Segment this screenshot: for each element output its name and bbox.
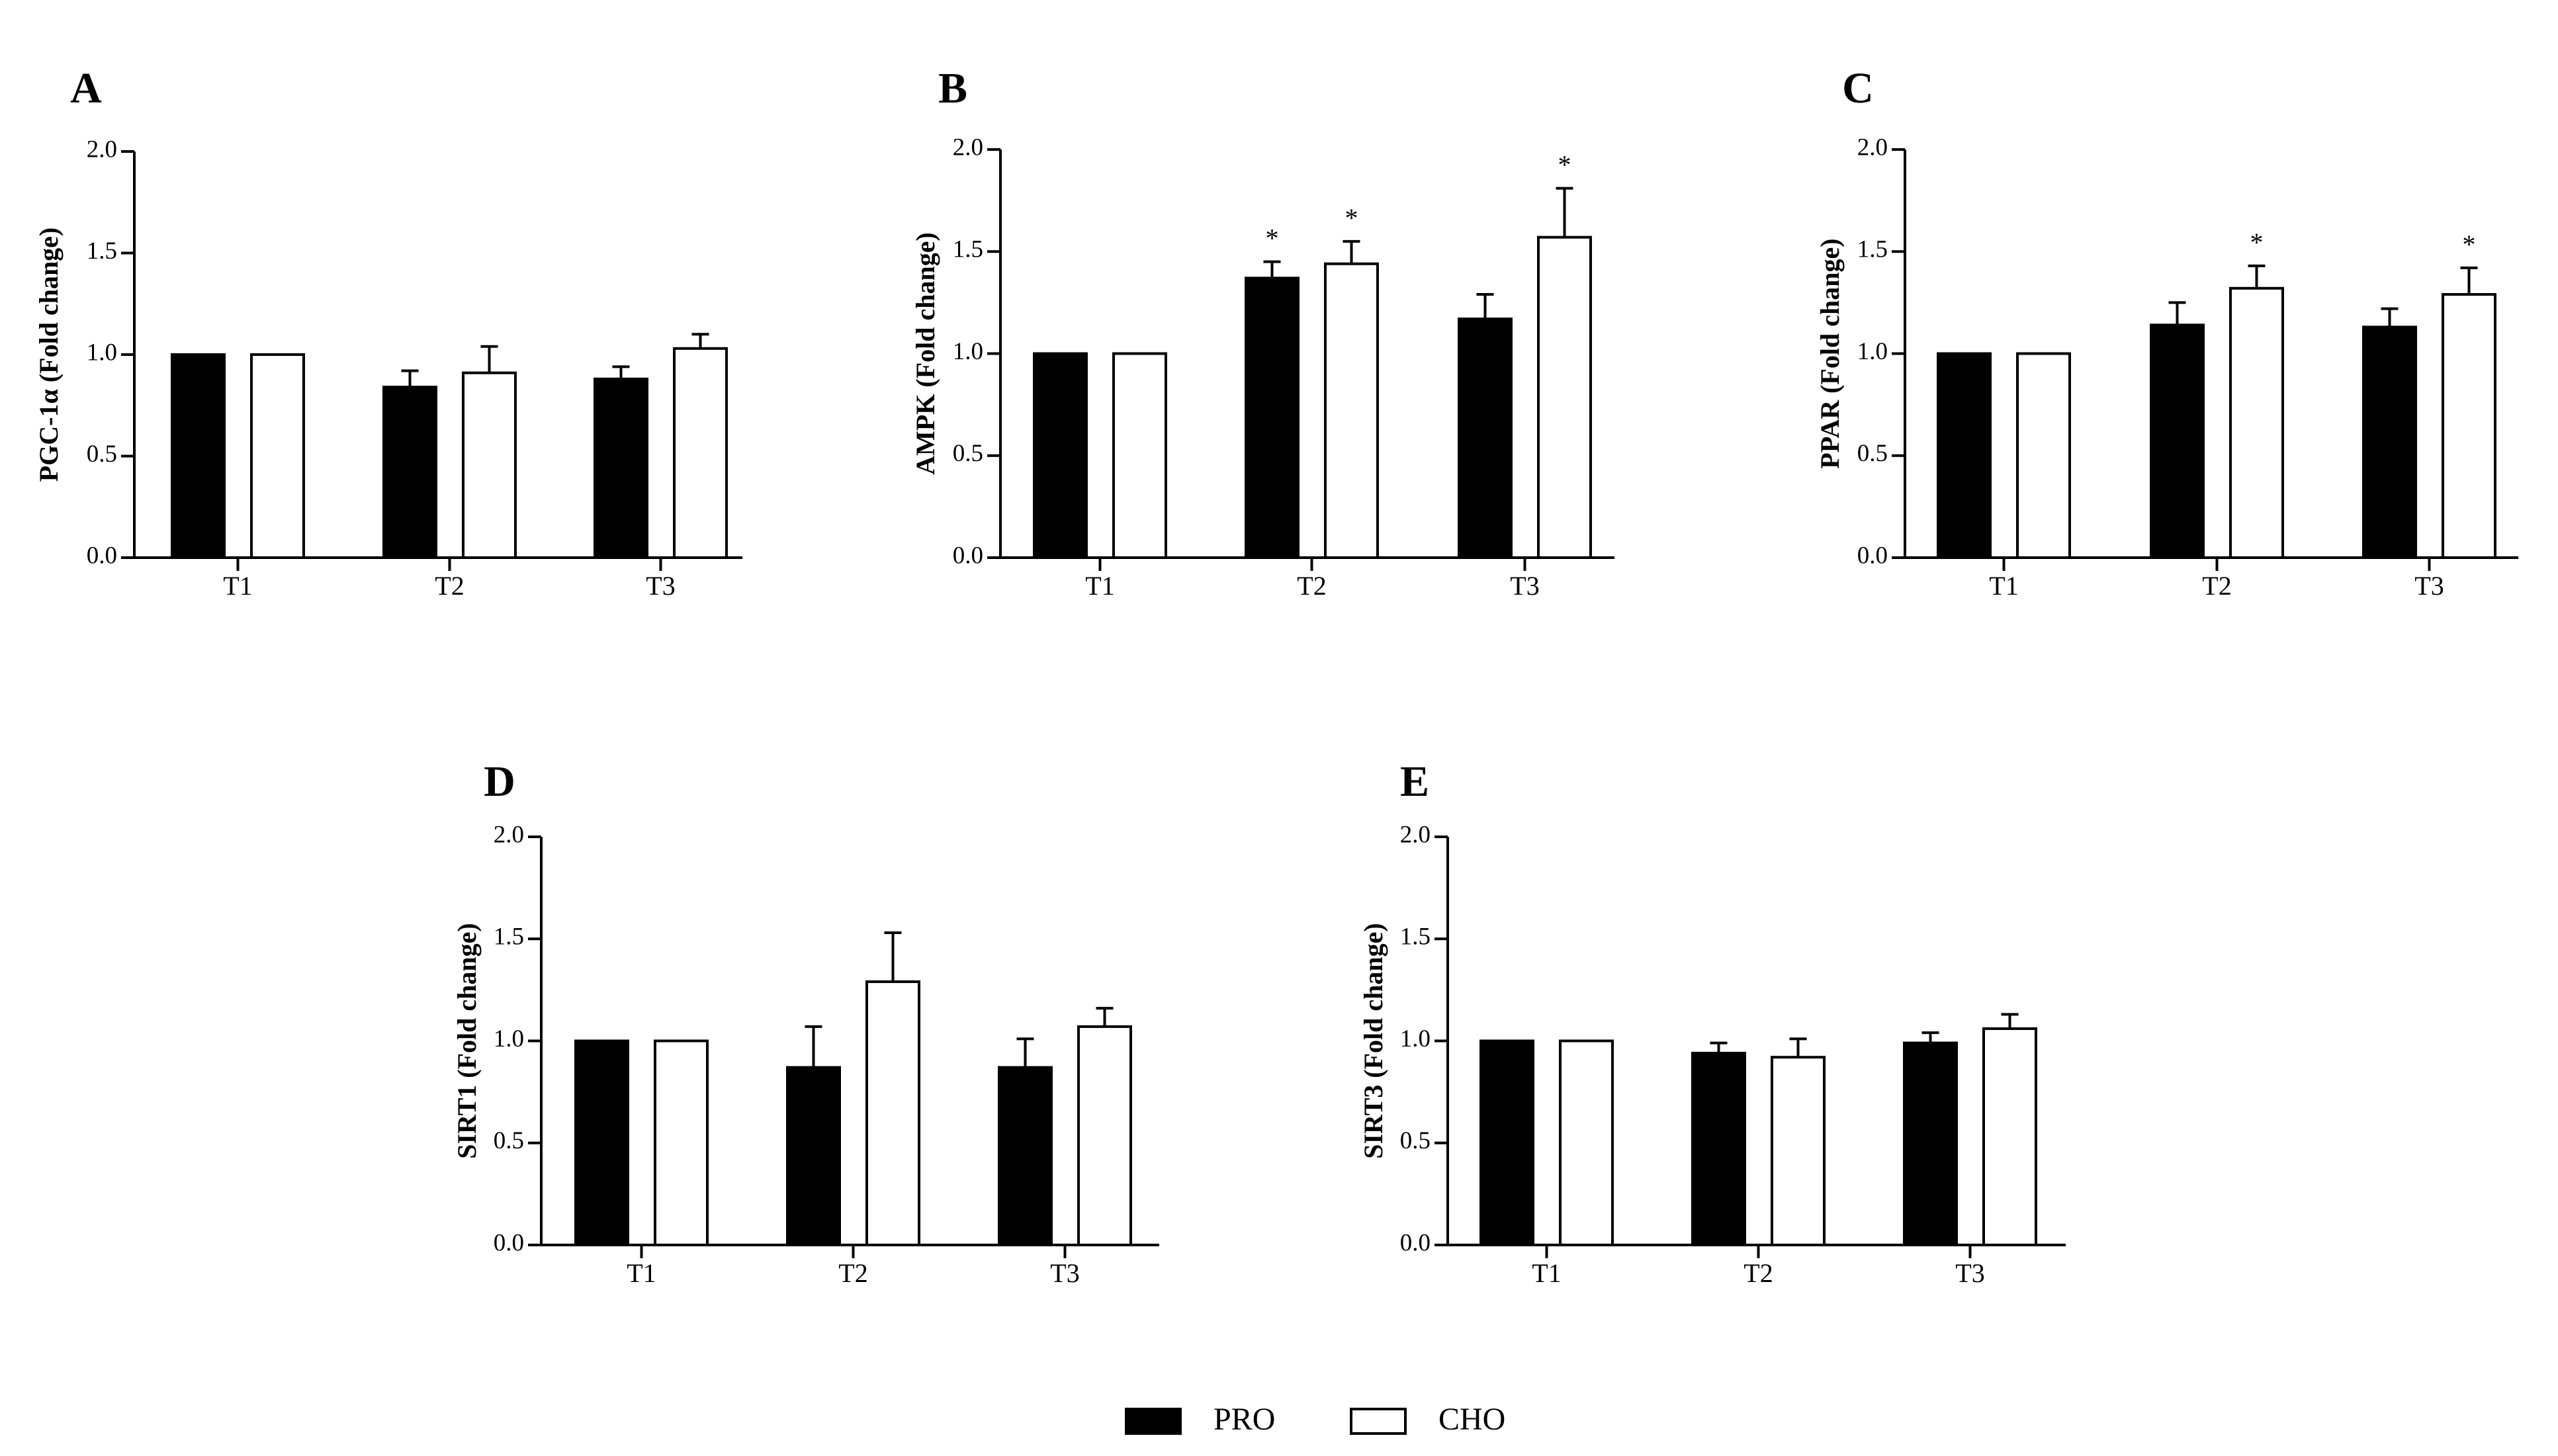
chart-panel-e: E SIRT3 (Fold change) 0.0 0.5 1.0 1.5 2.0 T1 T2 T… [1358,757,2066,1288]
bar-pro-t3 [1903,1041,1958,1246]
legend-label-cho: CHO [1438,1402,1505,1437]
significance-marker: * [2463,230,2476,259]
bar-pro-t3 [594,377,648,560]
y-tick-label: 1.0 [1857,338,1888,365]
x-tick-label: T1 [627,1258,656,1288]
bar-pro-t1 [574,1039,629,1246]
x-tick-label: T1 [223,571,252,601]
bar-cho-t2 [462,371,517,559]
chart-panel-b: B AMPK (Fold change) * * * 0.0 0.5 1.0 1.5 2.0 T1 T… [910,64,1614,601]
x-tick-label: T3 [1050,1258,1079,1288]
bar-cho-t3 [1982,1027,2037,1246]
chart-panel-d: D SIRT1 (Fold change) 0.0 0.5 1.0 1.5 2.0 T1 T2 T… [452,757,1159,1288]
y-tick-label: 0.0 [494,1229,524,1256]
bar-cho-t1 [654,1039,709,1246]
y-tick-label: 1.0 [953,338,983,365]
chart-panel-c: C PPAR (Fold change) * * 0.0 0.5 1.0 1.5 2.0 T1 T2… [1815,64,2518,601]
y-tick-label: 2.0 [1857,134,1888,161]
bar-cho-t3 [673,347,728,559]
y-tick-label: 0.0 [1857,542,1888,569]
y-tick-label: 1.5 [1400,923,1431,951]
y-tick-label: 0.5 [1400,1127,1431,1154]
bar-pro-t1 [1479,1039,1534,1246]
y-tick-label: 0.5 [1857,440,1888,467]
bar-pro-t1 [1937,352,1992,559]
bar-pro-t1 [171,353,226,559]
y-axis-title: SIRT1 (Fold change) [452,923,482,1158]
y-tick-label: 0.5 [953,440,983,467]
x-tick-label: T2 [2202,571,2231,601]
bar-cho-t3 [1077,1025,1132,1247]
significance-marker: * [1266,224,1279,253]
legend-swatch-pro [1125,1408,1182,1435]
y-tick-label: 2.0 [953,134,983,161]
significance-marker: * [1558,150,1571,180]
bar-pro-t3 [2362,325,2417,559]
y-tick-label: 1.5 [494,923,524,951]
bar-pro-t2 [2150,323,2205,559]
y-axis-title: AMPK (Fold change) [910,232,940,475]
bar-cho-t2 [865,980,920,1247]
x-tick-label: T3 [646,571,675,601]
y-tick-label: 0.5 [494,1127,524,1154]
x-tick-label: T2 [435,571,464,601]
y-tick-label: 1.5 [1857,236,1888,263]
y-tick-label: 1.0 [1400,1025,1431,1052]
x-tick-label: T1 [1532,1258,1561,1288]
y-tick-label: 2.0 [1400,821,1431,848]
bar-pro-t2 [382,386,437,559]
x-tick-label: T2 [838,1258,867,1288]
bar-cho-t3 [2442,293,2496,559]
y-tick-label: 2.0 [494,821,524,848]
panel-letter: C [1842,64,1874,112]
y-axis-title: PGC-1α (Fold change) [34,228,64,482]
bar-pro-t2 [1691,1052,1746,1246]
y-tick-label: 2.0 [87,136,117,163]
y-tick-label: 1.5 [953,236,983,263]
panel-letter: D [484,757,515,806]
bar-pro-t1 [1033,352,1088,559]
legend: PRO CHO [1125,1402,1505,1437]
bar-cho-t1 [2016,352,2071,559]
bar-cho-t2 [2229,286,2284,559]
x-tick-label: T3 [1955,1258,1984,1288]
x-tick-label: T1 [1085,571,1114,601]
panel-letter: B [938,64,967,112]
legend-swatch-cho [1350,1408,1407,1435]
y-tick-label: 1.0 [494,1025,524,1052]
panel-letter: E [1400,757,1429,806]
y-tick-label: 1.0 [87,339,117,366]
legend-label-pro: PRO [1213,1402,1275,1437]
bar-cho-t1 [1559,1039,1614,1246]
bar-pro-t3 [1458,318,1513,559]
y-tick-label: 0.0 [1400,1229,1431,1256]
y-tick-label: 0.0 [953,542,983,569]
bar-pro-t2 [1245,277,1300,559]
bar-cho-t2 [1324,262,1379,559]
y-tick-label: 0.5 [87,441,117,468]
bar-cho-t3 [1537,236,1592,559]
significance-marker: * [1345,203,1358,233]
y-tick-label: 1.5 [87,237,117,265]
bar-cho-t2 [1771,1056,1826,1247]
x-tick-label: T3 [1510,571,1539,601]
bar-pro-t2 [786,1066,841,1246]
x-tick-label: T1 [1989,571,2018,601]
bar-cho-t1 [1112,352,1167,559]
x-tick-label: T2 [1297,571,1326,601]
bar-cho-t1 [250,353,305,559]
panel-letter: A [70,64,102,112]
y-tick-label: 0.0 [87,542,117,569]
y-axis-title: PPAR (Fold change) [1815,238,1845,468]
significance-marker: * [2250,228,2264,257]
x-tick-label: T2 [1743,1258,1773,1288]
bar-pro-t3 [998,1066,1053,1246]
chart-panel-a: A PGC-1α (Fold change) 0.0 0.5 1.0 1.5 2.0 T1 T2… [34,64,742,601]
x-tick-label: T3 [2414,571,2444,601]
y-axis-title: SIRT3 (Fold change) [1358,923,1388,1158]
